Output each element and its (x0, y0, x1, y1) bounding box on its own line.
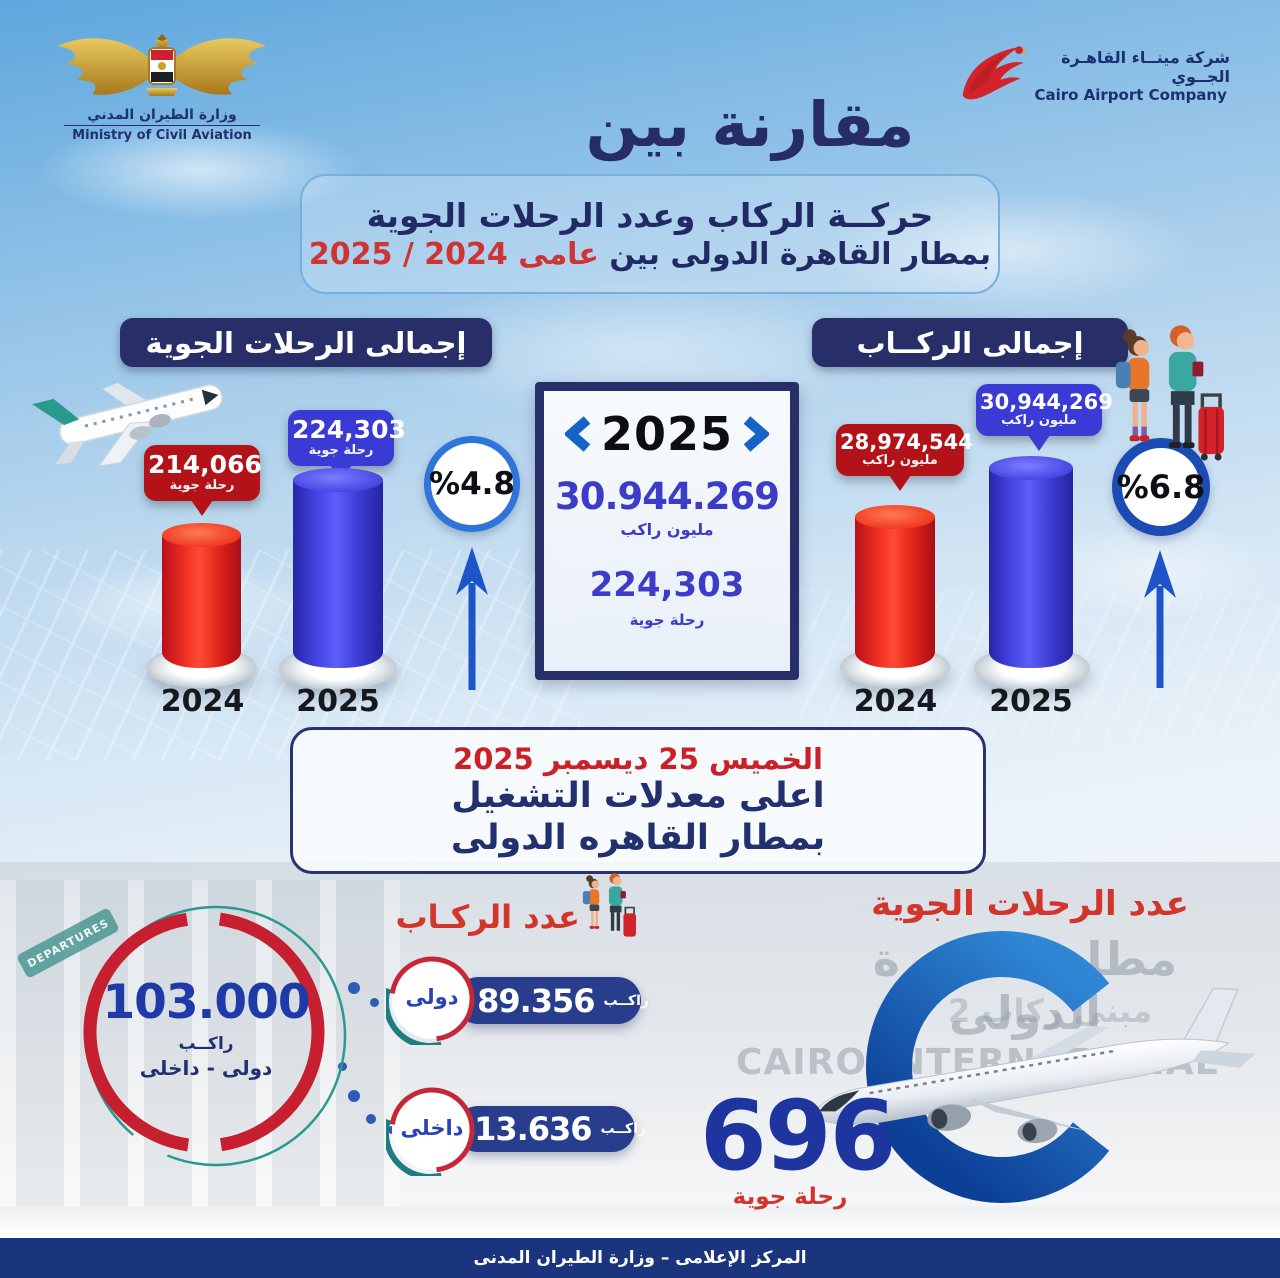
summary-passengers-value: 30.944.269 (554, 475, 780, 518)
chevron-right-icon (743, 416, 770, 452)
company-name-arabic: شركة مينــاء القاهـرة الجــوي (1061, 48, 1230, 86)
up-arrow-icon (1144, 550, 1176, 688)
domestic-pill: راكــب 13.636 (455, 1106, 646, 1152)
company-logo: شركة مينــاء القاهـرة الجــوي Cairo Airp… (958, 34, 1230, 118)
page-title: مقارنة بين (585, 88, 915, 161)
flights-2024-bar (162, 523, 241, 668)
flights-section-title: إجمالى الرحلات الجوية (120, 318, 492, 367)
eagle-wings-icon (58, 34, 266, 96)
passengers-2024-label: 2024 (853, 684, 938, 719)
subtitle-line2-prefix: بمطار القاهرة الدولى بين (609, 237, 992, 272)
flights-2025-bar (293, 468, 383, 668)
domestic-label: داخلى (400, 1116, 464, 1140)
traveler-man (1168, 325, 1224, 461)
passengers-2025-callout: 30,944,269 مليون راكب (976, 384, 1113, 437)
international-label: دولى (405, 985, 459, 1009)
subtitle-line2-years: عامى 2024 / 2025 (308, 237, 599, 272)
summary-passengers-unit: مليون راكب (620, 520, 714, 539)
total-passengers-stat: 103.000 راكــب دولى - داخلى (76, 975, 336, 1080)
record-line2: بمطار القاهره الدولى (450, 817, 826, 858)
flights-2024-callout: 214,066 رحلة جوية (144, 445, 262, 502)
passengers-2025-value: 30,944,269 (980, 390, 1113, 414)
passengers-2024-callout: 28,974,544 مليون راكب (836, 424, 973, 477)
international-value: 89.356 (477, 981, 595, 1020)
passengers-section-title: إجمالى الركــاب (812, 318, 1128, 367)
traveler-woman (1115, 329, 1150, 442)
flights-arc-icon (866, 931, 1138, 1203)
footer-white-strip (0, 1206, 1280, 1238)
international-ring-icon (386, 955, 477, 1045)
dot (348, 982, 360, 994)
daily-passengers-title: عدد الركـاب (395, 898, 580, 936)
up-arrow-icon (456, 547, 488, 690)
dot (370, 998, 379, 1007)
international-unit: راكــب (603, 992, 649, 1009)
airplane-icon (32, 382, 223, 467)
passengers-2025-unit: مليون راكب (1001, 413, 1077, 429)
summary-box: 2025 30.944.269 مليون راكب 224,303 رحلة … (535, 382, 799, 680)
international-pill: راكــب 89.356 (455, 977, 649, 1024)
total-passengers-unit: راكــب (178, 1034, 234, 1054)
record-date: الخميس 25 ديسمبر 2025 (453, 742, 823, 777)
daily-flights-title: عدد الرحلات الجوية (871, 884, 1189, 924)
daily-flights-value: 696 (700, 1080, 896, 1192)
ministry-name-english: Ministry of Civil Aviation (64, 125, 260, 143)
flights-2025-callout: 224,303 رحلة جوية (288, 410, 406, 467)
falcon-icon (962, 46, 1029, 100)
cloud-shape (40, 120, 360, 220)
passengers-2025-bar (989, 456, 1073, 668)
ministry-name-arabic: وزارة الطيران المدني (87, 107, 237, 123)
total-passengers-scope: دولى - داخلى (139, 1056, 273, 1080)
subtitle-line1: حركــة الركاب وعدد الرحلات الجوية (366, 196, 934, 235)
passengers-2024-unit: مليون راكب (862, 453, 938, 469)
subtitle-box: حركــة الركاب وعدد الرحلات الجوية بمطار … (300, 174, 1000, 294)
passengers-growth-badge: %6.8 (1112, 438, 1210, 536)
flights-2024-label: 2024 (160, 684, 245, 719)
passengers-2025-label: 2025 (989, 684, 1073, 719)
domestic-unit: راكــب (600, 1121, 646, 1137)
flights-growth-badge: %4.8 (424, 436, 520, 532)
passengers-2024-bar (855, 505, 935, 668)
airliner-3d-icon (811, 987, 1256, 1144)
domestic-value: 13.636 (474, 1110, 592, 1148)
dot (366, 1114, 376, 1124)
footer-bar: المركز الإعلامى – وزارة الطيران المدنى (0, 1238, 1280, 1278)
summary-year: 2025 (600, 407, 734, 461)
travelers-icon (1115, 325, 1224, 461)
ministry-logo: وزارة الطيران المدني Ministry of Civil A… (50, 26, 274, 143)
record-line1: اعلى معدلات التشغيل (451, 776, 825, 817)
travelers-icon (582, 873, 636, 937)
flights-2025-label: 2025 (296, 684, 380, 719)
passengers-2024-value: 28,974,544 (840, 430, 973, 454)
dot (348, 1090, 360, 1102)
flights-2024-unit: رحلة جوية (169, 478, 235, 494)
total-passengers-ring-icon (83, 905, 347, 1167)
cloud-shape (820, 190, 1200, 310)
domestic-ring-icon (386, 1086, 477, 1176)
record-box: الخميس 25 ديسمبر 2025 اعلى معدلات التشغي… (290, 727, 986, 874)
chevron-left-icon (564, 416, 591, 452)
flights-2024-value: 214,066 (148, 450, 262, 479)
summary-flights-value: 224,303 (589, 565, 745, 605)
company-name-english: Cairo Airport Company (1034, 86, 1227, 104)
total-passengers-value: 103.000 (102, 975, 310, 1030)
daily-flights-unit: رحلة جوية (732, 1184, 848, 1210)
subtitle-line2: بمطار القاهرة الدولى بين عامى 2024 / 202… (309, 237, 991, 272)
flights-2025-unit: رحلة جوية (308, 443, 374, 459)
summary-flights-unit: رحلة جوية (629, 611, 705, 629)
flights-2025-value: 224,303 (292, 415, 406, 444)
